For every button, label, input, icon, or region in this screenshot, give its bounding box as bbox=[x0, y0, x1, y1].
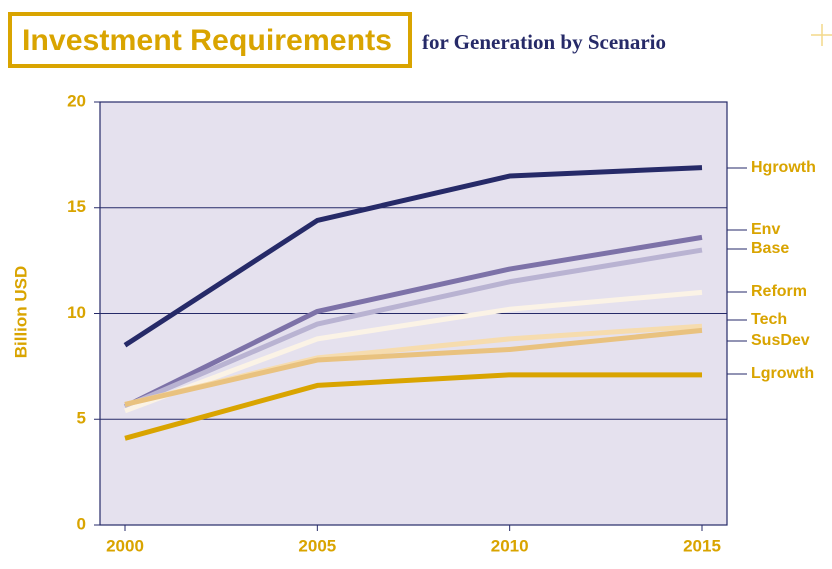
x-tick-label: 2010 bbox=[491, 536, 529, 555]
decoration bbox=[811, 24, 832, 46]
series-line bbox=[124, 289, 703, 414]
chart-subtitle: for Generation by Scenario bbox=[422, 30, 666, 54]
legend-label: Reform bbox=[751, 283, 807, 300]
series-line bbox=[123, 234, 703, 409]
legend-label: SusDev bbox=[751, 332, 810, 349]
series-line bbox=[123, 165, 703, 348]
chart-title: Investment Requirements bbox=[22, 24, 392, 57]
y-tick-label: 20 bbox=[67, 91, 86, 110]
series-line bbox=[124, 327, 703, 407]
x-tick-label: 2005 bbox=[298, 536, 336, 555]
y-tick-label: 5 bbox=[77, 409, 86, 428]
legend-label: Hgrowth bbox=[751, 159, 816, 176]
x-tick-label: 2015 bbox=[683, 536, 721, 555]
x-tick-label: 2000 bbox=[106, 536, 144, 555]
legend-label: Base bbox=[751, 240, 789, 257]
title-box bbox=[8, 12, 412, 68]
legend-label: Lgrowth bbox=[751, 365, 814, 382]
series-line bbox=[124, 247, 703, 409]
y-tick-label: 10 bbox=[67, 303, 86, 322]
y-axis-label: Billion USD bbox=[11, 266, 30, 359]
y-tick-label: 15 bbox=[67, 197, 86, 216]
legend-label: Tech bbox=[751, 311, 787, 328]
series-line bbox=[124, 372, 702, 441]
legend-label: Env bbox=[751, 221, 780, 238]
y-tick-label: 0 bbox=[77, 514, 86, 533]
